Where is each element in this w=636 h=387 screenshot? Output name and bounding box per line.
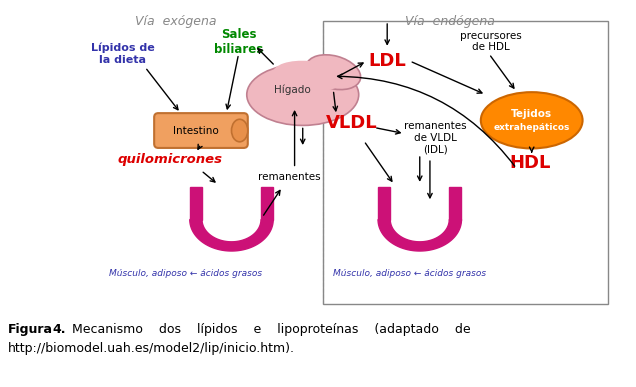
Text: HDL: HDL xyxy=(509,154,550,172)
Text: extrahepáticos: extrahepáticos xyxy=(494,123,570,132)
Text: Sales
biliares: Sales biliares xyxy=(214,27,263,55)
Text: VLDL: VLDL xyxy=(326,115,377,132)
Text: Lípidos de
la dieta: Lípidos de la dieta xyxy=(91,43,155,65)
Text: Tejidos: Tejidos xyxy=(511,109,552,119)
Text: Mecanismo    dos    lípidos    e    lipoproteínas    (adaptado    de: Mecanismo dos lípidos e lipoproteínas (a… xyxy=(72,323,471,336)
Polygon shape xyxy=(261,187,273,219)
Polygon shape xyxy=(378,187,391,219)
Text: quilomicrones: quilomicrones xyxy=(118,153,223,166)
Text: Vía  exógena: Vía exógena xyxy=(135,15,216,28)
Text: Hígado: Hígado xyxy=(274,84,311,95)
Text: remanentes: remanentes xyxy=(258,171,321,182)
Ellipse shape xyxy=(247,64,359,125)
Text: Figura: Figura xyxy=(8,323,53,336)
Text: Músculo, adiposo ← ácidos grasos: Músculo, adiposo ← ácidos grasos xyxy=(333,269,486,278)
Text: precursores
de HDL: precursores de HDL xyxy=(460,31,522,52)
Bar xyxy=(323,21,608,305)
Text: LDL: LDL xyxy=(368,52,406,70)
Text: Vía  endógena: Vía endógena xyxy=(405,15,495,28)
Ellipse shape xyxy=(306,55,361,90)
Text: http://biomodel.uah.es/model2/lip/inicio.htm).: http://biomodel.uah.es/model2/lip/inicio… xyxy=(8,342,295,354)
Polygon shape xyxy=(190,187,202,219)
Text: 4.: 4. xyxy=(52,323,66,336)
Ellipse shape xyxy=(232,119,248,142)
Text: Músculo, adiposo ← ácidos grasos: Músculo, adiposo ← ácidos grasos xyxy=(109,269,262,278)
Ellipse shape xyxy=(481,92,583,149)
Text: remanentes
de VLDL
(IDL): remanentes de VLDL (IDL) xyxy=(404,121,466,154)
Text: Capilares: Capilares xyxy=(208,199,255,208)
Text: Capilares: Capilares xyxy=(396,199,443,208)
Text: Intestino: Intestino xyxy=(173,125,219,135)
Polygon shape xyxy=(378,219,462,251)
Polygon shape xyxy=(449,187,462,219)
FancyBboxPatch shape xyxy=(154,113,248,148)
Polygon shape xyxy=(190,219,273,251)
Ellipse shape xyxy=(272,61,343,92)
